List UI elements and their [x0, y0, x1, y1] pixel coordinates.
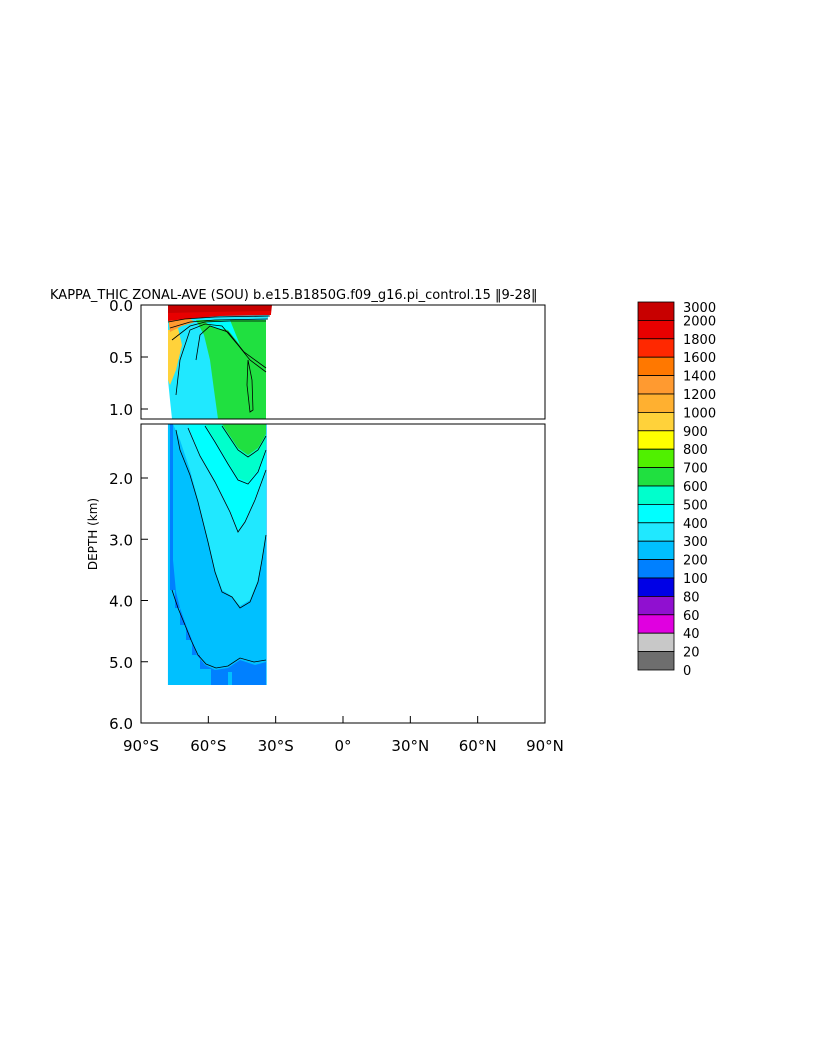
contour-line: [221, 425, 267, 458]
upper-panel-frame: [140, 304, 546, 420]
colorbar-swatch: [637, 301, 675, 321]
y-axis-label: DEPTH (km): [86, 498, 100, 570]
colorbar-swatch: [637, 430, 675, 450]
colorbar-label: 3000: [683, 301, 716, 316]
lower-panel-field: [167, 424, 267, 685]
contour-line: [169, 318, 269, 329]
colorbar-label: 900: [683, 425, 708, 440]
colorbar-swatch: [637, 614, 675, 634]
field-region: [205, 320, 240, 345]
colorbar: 3000200018001600140012001000900800700600…: [637, 301, 716, 679]
colorbar-swatch: [637, 596, 675, 616]
y-tick-label: 6.0: [109, 715, 133, 733]
colorbar-label: 20: [683, 646, 700, 661]
colorbar-label: 1400: [683, 370, 716, 385]
colorbar-label: 0: [683, 664, 691, 679]
colorbar-label: 1000: [683, 406, 716, 421]
contour-line: [175, 323, 267, 396]
y-tick-label: 0.5: [109, 349, 133, 367]
x-axis: 90°S 60°S 30°S 0° 30°N 60°N 90°N: [123, 716, 564, 755]
field-region: [168, 328, 182, 385]
field-region: [168, 311, 271, 321]
contour-line: [204, 425, 267, 485]
contour-line: [167, 315, 271, 323]
colorbar-swatch: [637, 559, 675, 579]
colorbar-swatch: [637, 375, 675, 395]
colorbar-label: 2000: [683, 314, 716, 329]
colorbar-label: 1200: [683, 388, 716, 403]
colorbar-swatch: [637, 540, 675, 561]
contour-line: [246, 359, 254, 413]
x-tick-label: 0°: [334, 737, 351, 755]
colorbar-swatch: [637, 577, 675, 597]
colorbar-label: 800: [683, 443, 708, 458]
colorbar-label: 500: [683, 498, 708, 513]
y-axis: 0.0 0.5 1.0 2.0 3.0 4.0 5.0 6.0: [109, 297, 148, 733]
upper-panel-field: [167, 305, 272, 419]
contour-line: [195, 325, 267, 369]
colorbar-swatch: [637, 338, 675, 358]
colorbar-swatch: [637, 319, 675, 340]
y-tick-label: 2.0: [109, 470, 133, 488]
y-tick-label: 3.0: [109, 531, 133, 549]
y-tick-label: 5.0: [109, 654, 133, 672]
colorbar-label: 100: [683, 572, 708, 587]
colorbar-label: 400: [683, 517, 708, 532]
colorbar-label: 40: [683, 627, 700, 642]
colorbar-label: 1600: [683, 351, 716, 366]
colorbar-swatch: [637, 356, 675, 377]
contour-line: [175, 429, 267, 609]
contour-line: [171, 320, 266, 341]
colorbar-label: 200: [683, 554, 708, 569]
field-region: [196, 320, 266, 419]
colorbar-swatch: [637, 503, 675, 524]
x-tick-label: 30°S: [258, 737, 294, 755]
contour-line: [187, 427, 267, 533]
chart-title: KAPPA_THIC ZONAL-AVE (SOU) b.e15.B1850G.…: [50, 288, 538, 303]
x-tick-label: 90°N: [526, 737, 564, 755]
colorbar-swatch: [637, 448, 675, 469]
y-tick-label: 0.0: [109, 297, 133, 315]
x-tick-label: 90°S: [123, 737, 159, 755]
colorbar-swatch: [637, 632, 675, 653]
colorbar-label: 600: [683, 480, 708, 495]
colorbar-label: 700: [683, 462, 708, 477]
colorbar-swatch: [637, 485, 675, 505]
colorbar-label: 1800: [683, 333, 716, 348]
field-region: [222, 424, 266, 455]
colorbar-swatch: [637, 651, 675, 671]
y-tick-label: 1.0: [109, 401, 133, 419]
colorbar-swatch: [637, 393, 675, 413]
colorbar-swatch: [637, 522, 675, 542]
colorbar-label: 300: [683, 535, 708, 550]
colorbar-swatch: [637, 467, 675, 487]
colorbar-label: 60: [683, 609, 700, 624]
colorbar-label: 80: [683, 590, 700, 605]
x-tick-label: 60°N: [459, 737, 497, 755]
contour-line: [171, 589, 267, 669]
contour-field: [167, 305, 272, 685]
y-tick-label: 4.0: [109, 593, 133, 611]
x-tick-label: 30°N: [391, 737, 429, 755]
x-tick-label: 60°S: [190, 737, 226, 755]
colorbar-swatch: [637, 411, 675, 432]
